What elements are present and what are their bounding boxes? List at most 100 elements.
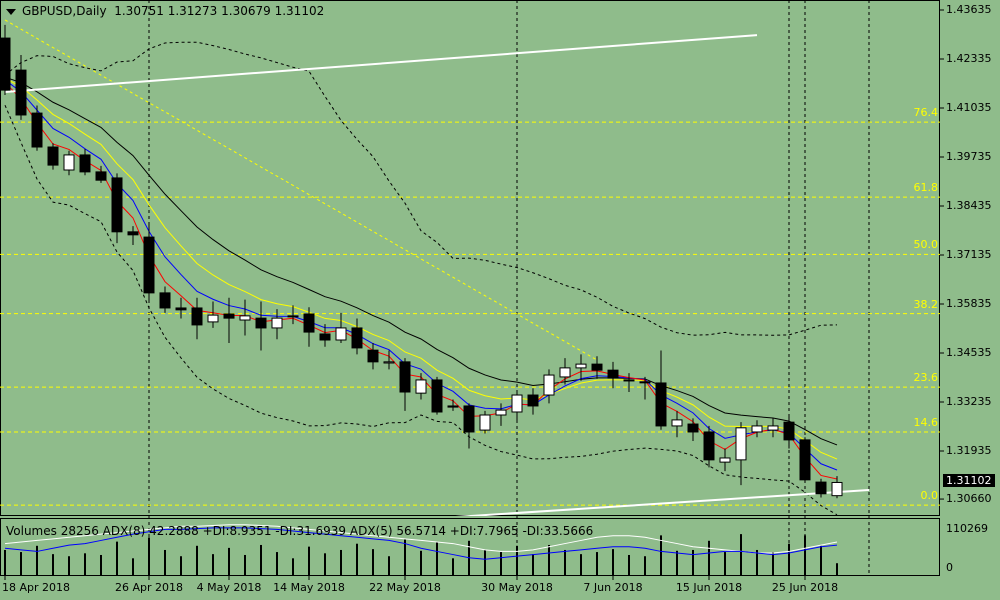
price-axis-label: 1.41035 [946, 101, 992, 114]
volume-panel-frame [0, 518, 940, 576]
indicator-readout: Volumes 28256 ADX(8) 42.2888 +DI:8.9351 … [6, 524, 594, 538]
bullish-candle [479, 414, 491, 431]
fib-level-label: 76.4 [913, 106, 939, 120]
dropdown-triangle-icon[interactable] [6, 8, 16, 15]
price-axis-label: 1.35835 [946, 297, 992, 310]
high-value: 1.31273 [167, 4, 218, 18]
bearish-candle [799, 439, 811, 481]
bearish-candle [463, 405, 475, 433]
bearish-candle [255, 317, 267, 329]
bearish-candle [223, 313, 235, 319]
date-axis-label: 22 May 2018 [369, 581, 441, 594]
bearish-candle [367, 349, 379, 363]
bullish-candle [239, 315, 251, 321]
bearish-candle [127, 231, 139, 236]
fib-level-label: 23.6 [913, 371, 939, 385]
open-value: 1.30751 [114, 4, 164, 18]
adx-white-line [4, 524, 838, 554]
fib-level-label: 61.8 [913, 181, 939, 195]
bearish-candle [111, 177, 123, 233]
ma-mid-line [4, 79, 838, 471]
ma-slow-line [4, 77, 838, 460]
bearish-candle [175, 307, 187, 311]
bearish-candle [95, 171, 107, 181]
date-axis-label: 7 Jun 2018 [583, 581, 643, 594]
bullish-candle [63, 154, 75, 171]
trendline [4, 34, 758, 93]
bearish-candle [591, 363, 603, 371]
ma-long-line [4, 76, 838, 446]
bullish-candle [559, 367, 571, 378]
ma-fast-line [4, 82, 838, 480]
price-axis-label: 1.37135 [946, 248, 992, 261]
bullish-candle [511, 394, 523, 413]
volume-axis-label: 0 [946, 561, 953, 574]
bearish-candle [623, 379, 635, 382]
bullish-candle [719, 457, 731, 463]
bearish-candle [607, 369, 619, 379]
price-axis-label: 1.43635 [946, 3, 992, 16]
bearish-candle [655, 382, 667, 427]
bearish-candle [303, 313, 315, 333]
price-axis-label: 1.38435 [946, 199, 992, 212]
bullish-candle [383, 361, 395, 364]
bearish-candle [287, 315, 299, 318]
bullish-candle [335, 327, 347, 341]
price-axis-label: 1.34535 [946, 346, 992, 359]
date-axis-label: 14 May 2018 [273, 581, 345, 594]
bearish-candle [815, 481, 827, 495]
bearish-candle [79, 154, 91, 173]
bearish-candle [47, 146, 59, 166]
symbol-label: GBPUSD,Daily [22, 4, 107, 18]
bearish-candle [159, 292, 171, 309]
bullish-candle [271, 317, 283, 329]
bullish-candle [575, 363, 587, 369]
price-axis-label: 1.30660 [946, 492, 992, 506]
bullish-candle [831, 481, 843, 497]
bearish-candle [783, 421, 795, 441]
bearish-candle [447, 405, 459, 408]
bullish-candle [751, 425, 763, 433]
bearish-candle [143, 236, 155, 294]
date-axis-label: 18 Apr 2018 [1, 581, 71, 594]
close-value: 1.31102 [274, 4, 325, 18]
bullish-candle [735, 427, 747, 461]
bullish-candle [207, 314, 219, 323]
bearish-candle [0, 37, 11, 91]
date-axis-label: 26 Apr 2018 [114, 581, 184, 594]
price-axis-label: 1.42335 [946, 52, 992, 65]
last-price-marker: 1.31102 [943, 474, 995, 487]
price-axis-label: 1.33235 [946, 395, 992, 408]
price-axis-label: 1.39735 [946, 150, 992, 163]
fib-level-label: 50.0 [913, 238, 939, 252]
fib-level-label: 0.0 [920, 489, 939, 503]
date-axis-label: 25 Jun 2018 [771, 581, 839, 594]
bullish-candle [495, 409, 507, 416]
bearish-candle [431, 379, 443, 413]
bearish-candle [351, 327, 363, 349]
low-value: 1.30679 [221, 4, 271, 18]
bearish-candle [687, 423, 699, 433]
fib-level-label: 38.2 [913, 297, 939, 311]
bollinger-lower-band [4, 104, 838, 516]
bearish-candle [703, 431, 715, 461]
adx-blue-line [4, 527, 838, 560]
bearish-candle [639, 381, 651, 384]
date-axis-label: 15 Jun 2018 [675, 581, 743, 594]
bullish-candle [415, 379, 427, 394]
bollinger-upper-band [4, 41, 838, 336]
bearish-candle [191, 307, 203, 326]
bearish-candle [15, 69, 27, 116]
fib-level-label: 14.6 [913, 415, 939, 429]
bearish-candle [319, 333, 331, 341]
date-axis-label: 4 May 2018 [196, 581, 262, 594]
trendline [455, 489, 870, 516]
bearish-candle [31, 112, 43, 148]
bullish-candle [543, 374, 555, 396]
volume-axis-label: 110269 [946, 522, 988, 535]
bearish-candle [399, 361, 411, 393]
price-axis-label: 1.31935 [946, 444, 992, 457]
bullish-candle [767, 425, 779, 431]
bearish-candle [527, 394, 539, 407]
